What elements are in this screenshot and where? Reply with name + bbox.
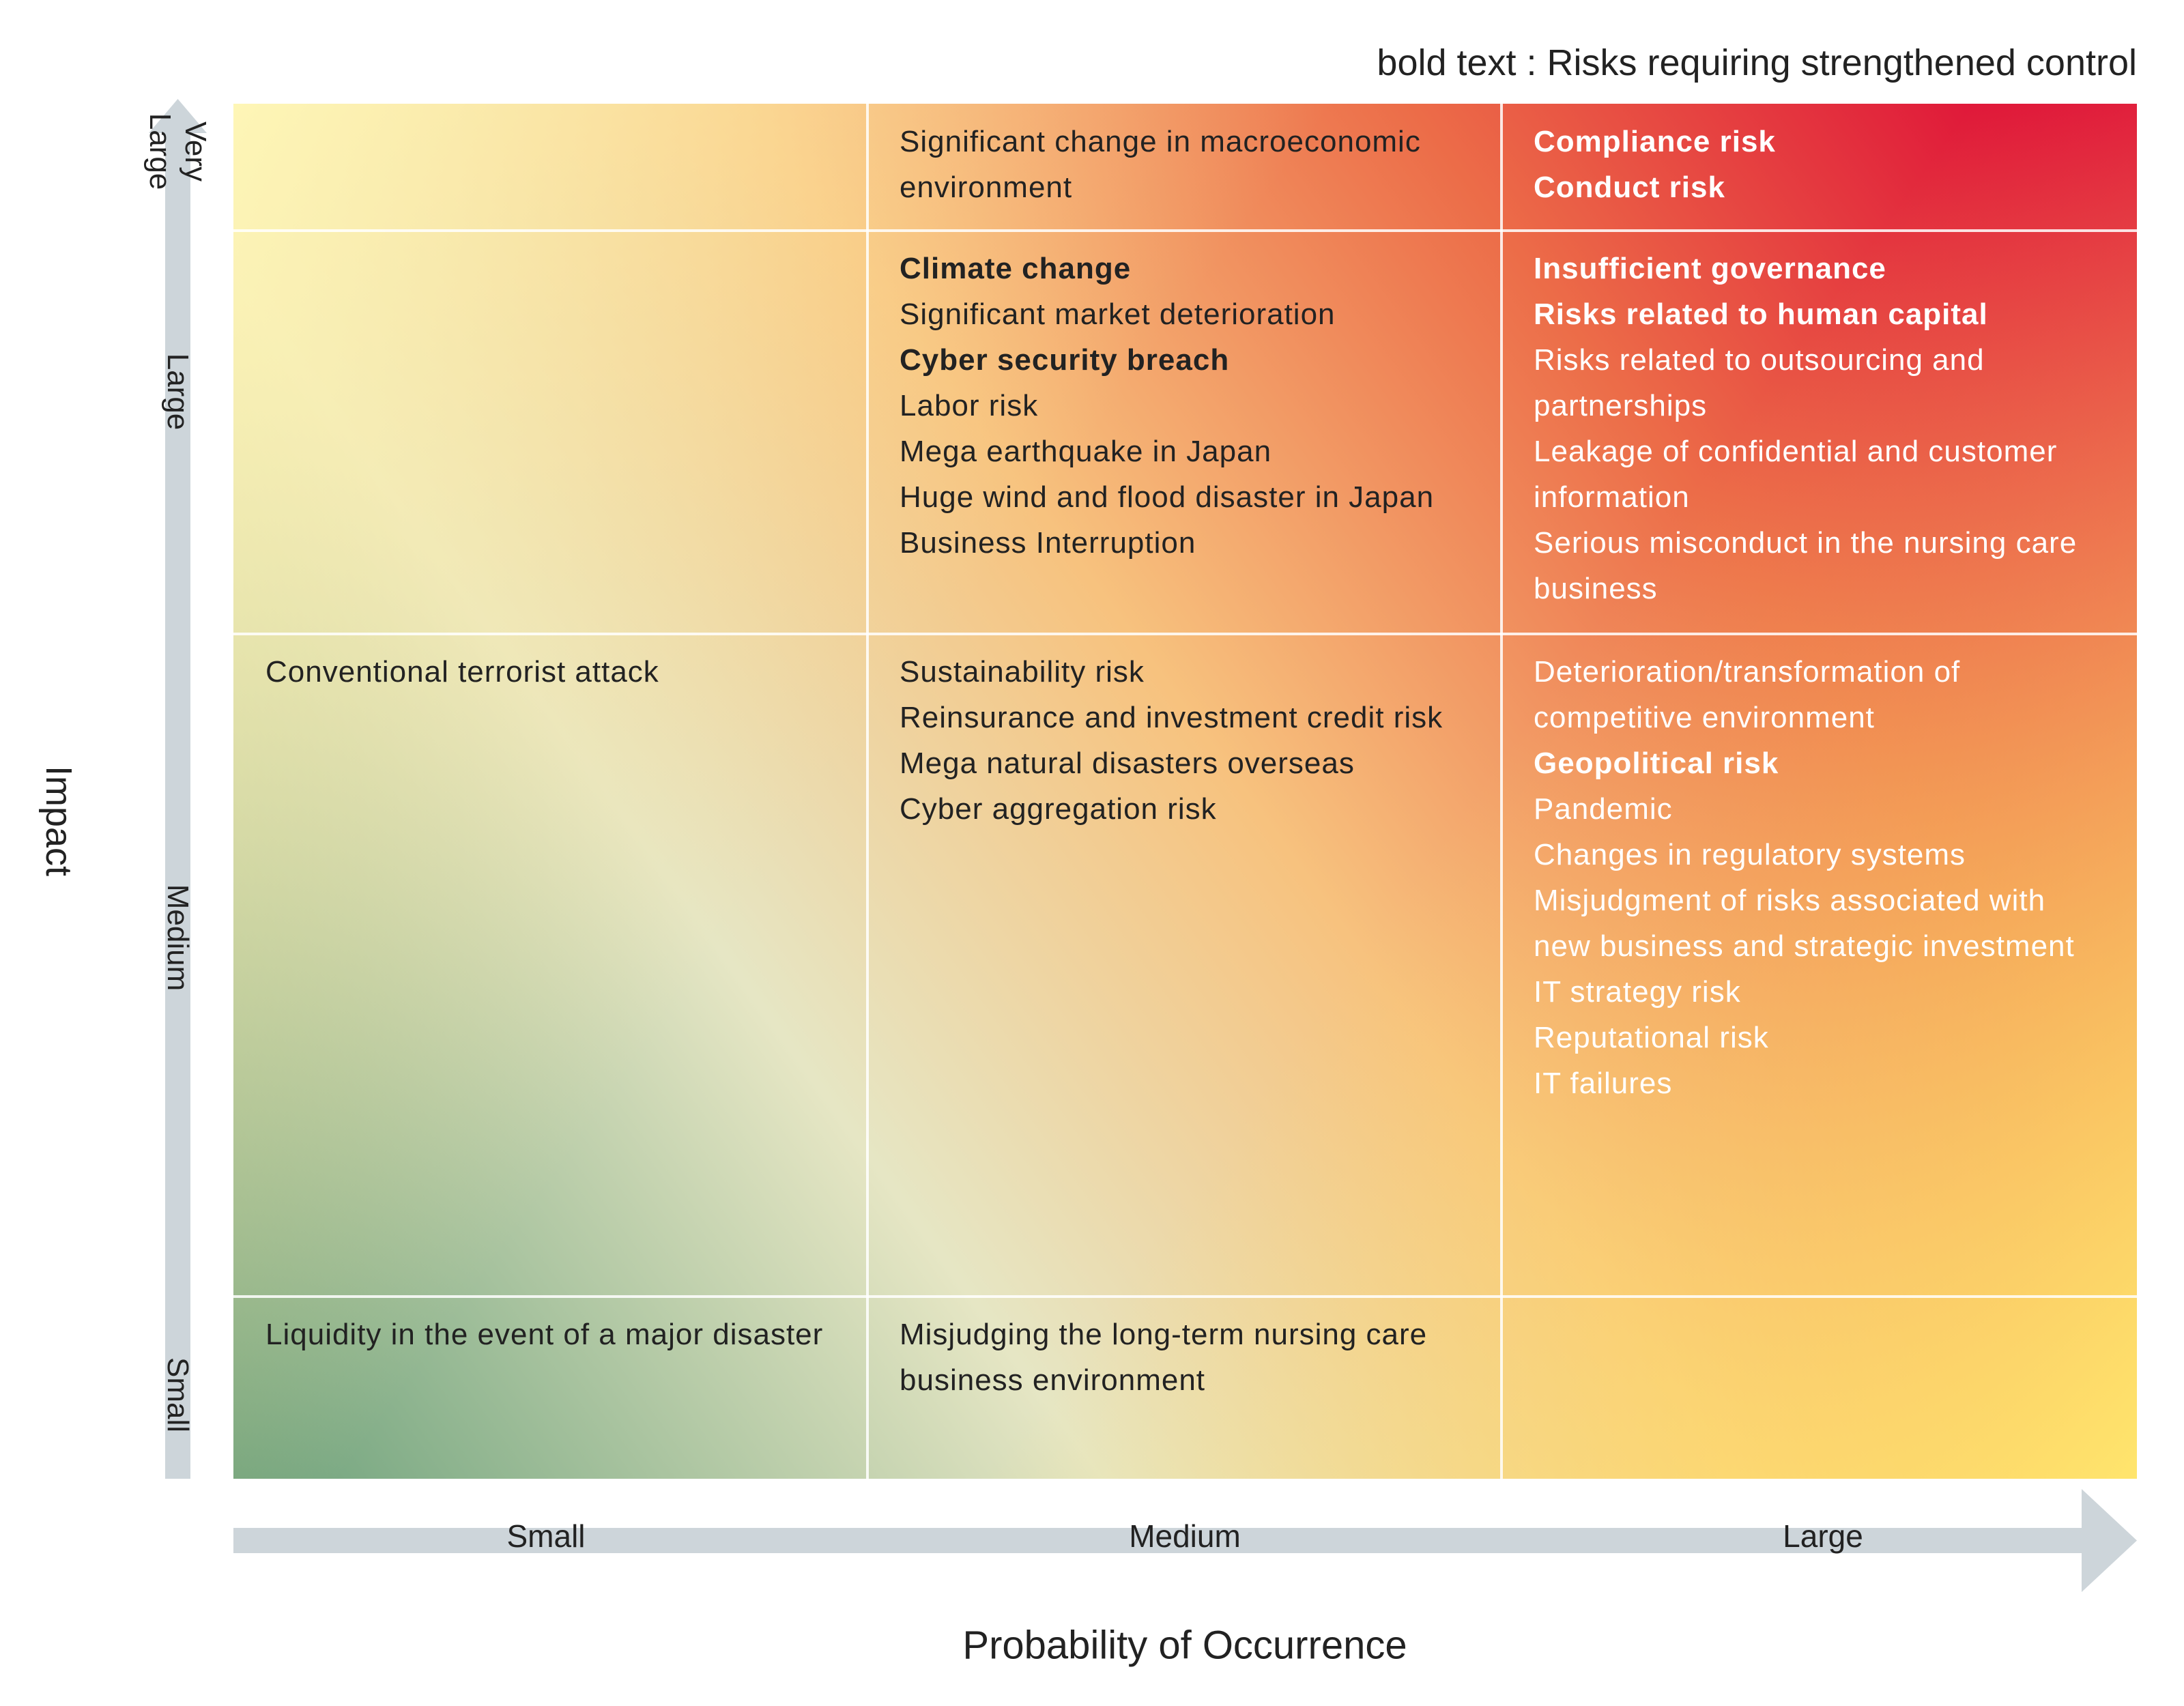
- risk-item: Business Interruption: [900, 526, 1196, 560]
- risk-item: Cyber aggregation risk: [900, 792, 1217, 826]
- cell: [233, 104, 867, 231]
- risk-item: Mega earthquake in Japan: [900, 435, 1272, 468]
- cell: [1502, 1297, 2137, 1479]
- cell: Insufficient governance Risks related to …: [1502, 231, 2137, 634]
- y-level-label: Very Large: [143, 113, 212, 190]
- risk-item: Liquidity in the event of a major disast…: [265, 1318, 824, 1351]
- risk-item: IT strategy risk: [1534, 975, 1741, 1009]
- x-level-label: Medium: [1129, 1518, 1241, 1554]
- risk-item: Misjudgment of risks associated with new…: [1534, 884, 2075, 963]
- risk-item: Geopolitical risk: [1534, 747, 1779, 780]
- risk-item: Risks related to human capital: [1534, 298, 1988, 331]
- risk-item: Significant market deterioration: [900, 298, 1336, 331]
- x-level-label: Large: [1783, 1518, 1863, 1554]
- y-level-label: Small: [161, 1357, 195, 1433]
- risk-item: Conventional terrorist attack: [265, 655, 659, 689]
- y-arrow-head: [149, 99, 207, 133]
- cell: Misjudging the long-term nursing care bu…: [867, 1297, 1502, 1479]
- legend: bold text : Risks requiring strengthened…: [1377, 42, 2137, 83]
- risk-item: Reputational risk: [1534, 1021, 1769, 1054]
- cell: Liquidity in the event of a major disast…: [233, 1297, 867, 1479]
- risk-item: Huge wind and flood disaster in Japan: [900, 480, 1435, 514]
- risk-item: Risks related to outsourcing and partner…: [1534, 343, 1985, 422]
- risk-item: Climate change: [900, 252, 1132, 285]
- cell: Conventional terrorist attack: [233, 634, 867, 1297]
- risk-item: Reinsurance and investment credit risk: [900, 701, 1443, 734]
- risk-item: Serious misconduct in the nursing care b…: [1534, 526, 2078, 605]
- risk-item: Conduct risk: [1534, 171, 1725, 204]
- risk-item: Sustainability risk: [900, 655, 1145, 689]
- x-axis-title: Probability of Occurrence: [962, 1623, 1407, 1668]
- cell: Compliance risk Conduct risk: [1502, 104, 2137, 231]
- heat-overlay: [233, 104, 2137, 1479]
- risk-item: Compliance risk: [1534, 125, 1776, 158]
- y-level-label: Medium: [161, 884, 195, 992]
- risk-item: Pandemic: [1534, 792, 1673, 826]
- risk-item: Leakage of confidential and customer inf…: [1534, 435, 2058, 514]
- risk-item: Significant change in macroeconomic envi…: [900, 125, 1421, 204]
- risk-item: Labor risk: [900, 389, 1039, 422]
- risk-item: Cyber security breach: [900, 343, 1230, 377]
- cell: Significant change in macroeconomic envi…: [867, 104, 1502, 231]
- x-level-label: Small: [506, 1518, 586, 1554]
- risk-item: IT failures: [1534, 1067, 1673, 1100]
- x-arrow: [233, 1528, 2090, 1553]
- cell: Sustainability risk Reinsurance and inves…: [867, 634, 1502, 1297]
- y-arrow: [165, 130, 190, 1479]
- risk-item: Changes in regulatory systems: [1534, 838, 1966, 871]
- risk-item: Mega natural disasters overseas: [900, 747, 1355, 780]
- risk-item: Insufficient governance: [1534, 252, 1886, 285]
- cell: [233, 231, 867, 634]
- risk-item: Deterioration/transformation of competit…: [1534, 655, 1961, 734]
- cell: Deterioration/transformation of competit…: [1502, 634, 2137, 1297]
- y-axis-title: Impact: [38, 765, 79, 877]
- y-level-label: Large: [161, 353, 195, 431]
- risk-item: Misjudging the long-term nursing care bu…: [900, 1318, 1428, 1397]
- x-arrow-head: [2082, 1489, 2137, 1592]
- cell: Climate change Significant market deterio…: [867, 231, 1502, 634]
